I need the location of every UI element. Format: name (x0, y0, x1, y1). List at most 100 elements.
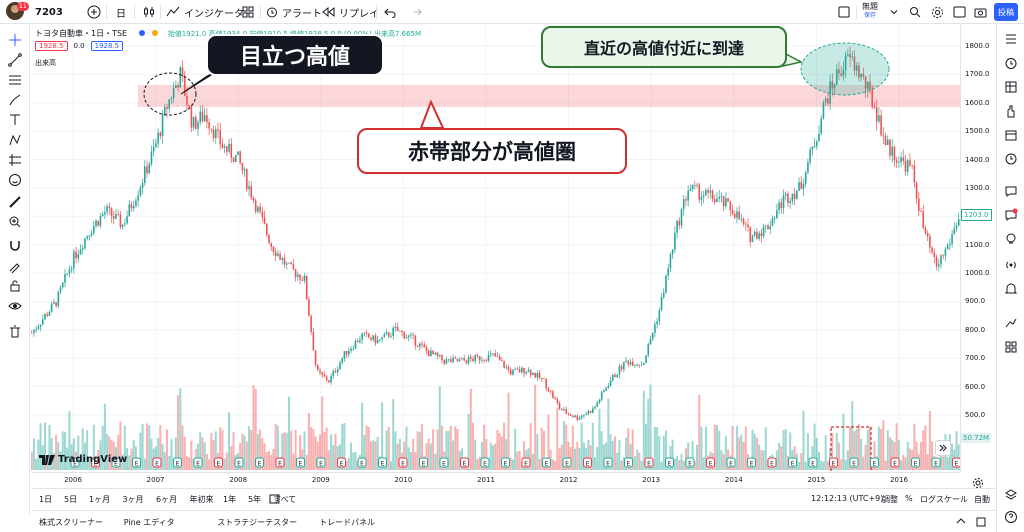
earnings-marker[interactable]: E (234, 457, 244, 468)
earnings-marker[interactable]: E (808, 457, 818, 468)
indicators-button[interactable]: インジケーター (166, 3, 254, 21)
range-button[interactable]: 3ヶ月 (122, 495, 144, 504)
axis-settings-button[interactable] (972, 474, 984, 493)
price-axis[interactable]: 1800.01700.01600.01500.01400.01300.01200… (960, 24, 996, 472)
panel-tab[interactable]: 株式スクリーナー (39, 518, 103, 527)
zoom-tool[interactable] (7, 214, 23, 230)
fullscreen-button[interactable] (953, 3, 966, 21)
stay-drawing-tool[interactable] (7, 258, 23, 274)
watchlist-button[interactable] (1002, 30, 1020, 48)
data-window-button[interactable] (1002, 78, 1020, 96)
undo-button[interactable] (384, 3, 396, 21)
earnings-marker[interactable]: E (583, 457, 592, 468)
earnings-marker[interactable]: E (70, 457, 80, 468)
hide-drawings-tool[interactable] (7, 298, 23, 314)
panel-tab[interactable]: ストラテジーテスター (217, 518, 298, 527)
earnings-marker[interactable]: E (111, 457, 121, 468)
log-scale-toggle[interactable]: ログスケール (920, 495, 968, 504)
earnings-marker[interactable]: E (726, 457, 736, 468)
alerts-panel-button[interactable] (1002, 54, 1020, 72)
earnings-marker[interactable]: E (275, 457, 285, 468)
redo-button[interactable] (410, 3, 422, 21)
layouts-button[interactable] (242, 3, 254, 21)
earnings-marker[interactable]: E (952, 457, 961, 468)
add-symbol-button[interactable] (87, 3, 101, 21)
earnings-marker[interactable]: E (931, 457, 941, 468)
interval-button[interactable]: 日 (116, 3, 126, 21)
pattern-tool[interactable] (7, 132, 23, 148)
earnings-marker[interactable]: E (603, 457, 613, 468)
news-button[interactable] (1002, 150, 1020, 168)
earnings-marker[interactable]: E (193, 457, 203, 468)
date-range-button[interactable] (269, 494, 280, 506)
earnings-marker[interactable]: E (173, 457, 182, 468)
publish-button[interactable]: 投稿 (994, 3, 1018, 21)
earnings-marker[interactable]: E (132, 457, 141, 468)
layers-button[interactable] (1002, 486, 1020, 504)
earnings-marker[interactable]: E (460, 457, 469, 468)
earnings-marker[interactable]: E (296, 457, 305, 468)
panel-tab[interactable]: トレードパネル (319, 518, 376, 527)
percent-toggle[interactable]: % (905, 494, 913, 503)
earnings-marker[interactable]: E (152, 457, 162, 468)
earnings-marker[interactable]: E (747, 457, 756, 468)
adjust-toggle[interactable]: 調整 (882, 495, 898, 504)
settings-button[interactable] (931, 3, 944, 21)
range-button[interactable]: 1年 (223, 495, 237, 504)
quick-search-button[interactable] (909, 3, 921, 21)
earnings-marker[interactable]: E (788, 457, 797, 468)
range-button[interactable]: 1日 (39, 495, 53, 504)
earnings-marker[interactable]: E (419, 457, 428, 468)
earnings-marker[interactable]: E (665, 457, 674, 468)
sell-price-box[interactable]: 1928.5 (35, 41, 68, 51)
earnings-marker[interactable]: E (685, 457, 695, 468)
prediction-tool[interactable] (7, 152, 23, 168)
range-button[interactable]: すべて (273, 495, 297, 504)
earnings-marker[interactable]: E (767, 457, 777, 468)
chat-button[interactable] (1002, 182, 1020, 200)
earnings-marker[interactable]: E (706, 457, 715, 468)
chart-type-button[interactable] (142, 3, 156, 21)
earnings-marker[interactable]: E (501, 457, 510, 468)
pine-button[interactable] (1002, 230, 1020, 248)
clock-display[interactable]: 12:12:13 (UTC+9) (811, 494, 884, 503)
save-button[interactable]: 無題 保存 (862, 2, 878, 20)
hotlist-button[interactable] (1002, 102, 1020, 120)
earnings-marker[interactable]: E (214, 457, 223, 468)
delete-drawings-tool[interactable] (7, 324, 23, 340)
earnings-marker[interactable]: E (480, 457, 490, 468)
emoji-tool[interactable] (7, 172, 23, 188)
earnings-marker[interactable]: E (562, 457, 572, 468)
earnings-marker[interactable]: E (521, 457, 531, 468)
brush-tool[interactable] (7, 92, 23, 108)
earnings-marker[interactable]: E (624, 457, 633, 468)
earnings-marker[interactable]: E (849, 457, 859, 468)
ruler-tool[interactable] (7, 194, 23, 210)
range-button[interactable]: 1ヶ月 (89, 495, 111, 504)
collapse-panel-button[interactable] (956, 517, 966, 527)
range-button[interactable]: 年初来 (189, 495, 214, 504)
earnings-marker[interactable]: E (378, 457, 387, 468)
symbol-search[interactable]: 7203 (35, 3, 63, 21)
earnings-marker[interactable]: E (255, 457, 264, 468)
layers-panel-button[interactable] (1002, 338, 1020, 356)
lock-tool[interactable] (7, 278, 23, 294)
earnings-marker[interactable]: E (870, 457, 879, 468)
streams-button[interactable] (1002, 256, 1020, 274)
buy-price-box[interactable]: 1928.5 (90, 41, 124, 51)
panel-tab[interactable]: Pine エディタ (123, 518, 175, 527)
earnings-marker[interactable]: E (357, 457, 367, 468)
save-dropdown-button[interactable] (890, 3, 898, 21)
range-button[interactable]: 6ヶ月 (156, 495, 178, 504)
ideas-button[interactable] (1002, 206, 1020, 224)
crosshair-tool[interactable] (7, 32, 23, 48)
scroll-to-realtime-button[interactable] (935, 440, 951, 456)
earnings-marker[interactable]: E (316, 457, 326, 468)
help-button[interactable] (1002, 508, 1020, 526)
earnings-marker[interactable]: E (911, 457, 920, 468)
maximize-panel-button[interactable] (976, 517, 986, 529)
range-button[interactable]: 5年 (248, 495, 262, 504)
replay-button[interactable]: リプレイ (321, 3, 379, 21)
time-axis[interactable]: 2006 2007 2008 2009 2010 2011 2012 2013 2014 2015… (31, 472, 960, 488)
